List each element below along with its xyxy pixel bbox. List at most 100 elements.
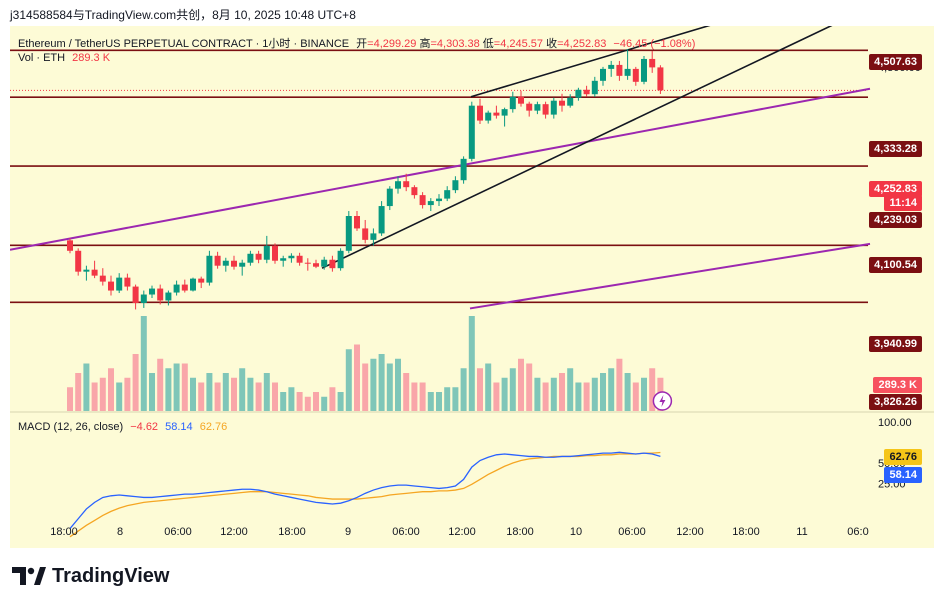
price-axis-tag: 4,507.63 xyxy=(869,54,922,70)
time-axis-tick: 18:00 xyxy=(278,526,306,538)
price-axis-tag: 4,333.28 xyxy=(869,141,922,157)
volume-bar xyxy=(616,358,623,411)
candle-body xyxy=(345,216,352,251)
candle-body xyxy=(559,100,565,106)
price-axis-tag: 4,252.83 xyxy=(869,181,922,197)
symbol-header: Ethereum / TetherUS PERPETUAL CONTRACT ·… xyxy=(18,35,695,51)
volume-bar xyxy=(231,377,237,411)
candle-body xyxy=(296,255,303,263)
volume-bar xyxy=(124,377,131,411)
volume-bar xyxy=(198,382,205,411)
volume-bar xyxy=(313,392,319,411)
candle-body xyxy=(173,284,180,293)
volume-header: Vol · ETH 289.3 K xyxy=(18,52,110,64)
volume-bar xyxy=(477,368,483,411)
candle-body xyxy=(583,89,590,95)
volume-bar xyxy=(255,382,262,411)
candle-body xyxy=(198,278,205,283)
time-axis-tick: 18:00 xyxy=(506,526,534,538)
candle-body xyxy=(591,80,598,95)
volume-bar xyxy=(641,377,647,411)
candle-body xyxy=(575,89,582,98)
volume-bar xyxy=(608,368,615,411)
time-axis-tick: 18:00 xyxy=(732,526,760,538)
candle-body xyxy=(99,275,106,282)
candle-body xyxy=(206,255,213,283)
candle-body xyxy=(632,68,639,82)
candle-body xyxy=(477,105,483,121)
candle-body xyxy=(641,58,647,82)
candle-body xyxy=(91,269,98,276)
time-axis-tick: 10 xyxy=(570,526,582,538)
candle-body xyxy=(190,278,196,291)
candle-body xyxy=(386,188,393,207)
volume-bar xyxy=(108,368,114,411)
price-chart[interactable]: 4,400.004,300.004,000.003,900.00100.0050… xyxy=(10,26,934,548)
candle-body xyxy=(509,96,516,110)
candle-body xyxy=(108,281,114,291)
volume-bar xyxy=(419,382,426,411)
volume-bar xyxy=(304,396,311,411)
volume-bar xyxy=(140,316,147,411)
candle-body xyxy=(321,259,328,267)
channel-upper-line xyxy=(10,87,871,251)
volume-bar xyxy=(559,373,565,411)
time-axis-tick: 9 xyxy=(345,526,351,538)
close-value: =4,252.83 xyxy=(557,38,607,50)
volume-bar xyxy=(345,349,352,411)
volume-bar xyxy=(436,392,442,411)
volume-bar xyxy=(534,377,541,411)
volume-bar xyxy=(649,368,656,411)
volume-bar xyxy=(116,382,123,411)
volume-label: Vol · ETH xyxy=(18,52,66,64)
volume-bar xyxy=(157,358,164,411)
volume-bar xyxy=(501,377,508,411)
candle-body xyxy=(649,58,656,68)
volume-bar xyxy=(386,363,393,411)
candle-body xyxy=(542,104,549,115)
candle-body xyxy=(427,201,434,206)
volume-bar xyxy=(542,382,549,411)
volume-bar xyxy=(173,363,180,411)
volume-bar xyxy=(403,373,410,411)
channel-lower-line xyxy=(469,242,871,310)
macd-label: MACD (12, 26, close) xyxy=(18,421,124,433)
open-label: 开 xyxy=(356,38,368,50)
candle-body xyxy=(132,286,139,303)
price-axis-tag: 289.3 K xyxy=(873,377,922,393)
time-axis-tick: 11 xyxy=(796,526,807,538)
chart-area[interactable]: 4,400.004,300.004,000.003,900.00100.0050… xyxy=(10,26,934,548)
time-axis-tick: 06:00 xyxy=(618,526,646,538)
candle-body xyxy=(600,68,606,81)
volume-bar xyxy=(206,373,213,411)
candle-body xyxy=(116,277,123,291)
volume-bar xyxy=(411,382,418,411)
time-axis-tick: 18:00 xyxy=(50,526,78,538)
candle-body xyxy=(214,255,221,266)
candle-body xyxy=(485,112,492,121)
candle-body xyxy=(518,96,524,104)
macd-axis-tick: 100.00 xyxy=(878,417,912,429)
volume-bar xyxy=(337,392,344,411)
volume-bar xyxy=(296,392,303,411)
volume-bar xyxy=(427,392,434,411)
price-axis-tag: 11:14 xyxy=(884,195,922,211)
volume-bar xyxy=(288,387,295,411)
candle-body xyxy=(616,64,623,76)
candle-body xyxy=(149,288,155,295)
open-value: =4,299.29 xyxy=(367,38,417,50)
candle-body xyxy=(124,277,131,287)
candle-body xyxy=(239,262,246,267)
candle-body xyxy=(444,190,451,199)
candle-body xyxy=(75,250,82,272)
macd-axis-tag: 62.76 xyxy=(884,449,922,465)
volume-bar xyxy=(591,377,598,411)
tradingview-brand[interactable]: TradingView xyxy=(12,563,169,589)
macd-line xyxy=(69,451,661,530)
symbol-title: Ethereum / TetherUS PERPETUAL CONTRACT ·… xyxy=(18,38,350,50)
low-value: =4,245.57 xyxy=(493,38,544,50)
lightning-glyph xyxy=(659,395,666,407)
candle-body xyxy=(493,112,500,116)
volume-bar xyxy=(583,382,590,411)
volume-bar xyxy=(493,382,500,411)
